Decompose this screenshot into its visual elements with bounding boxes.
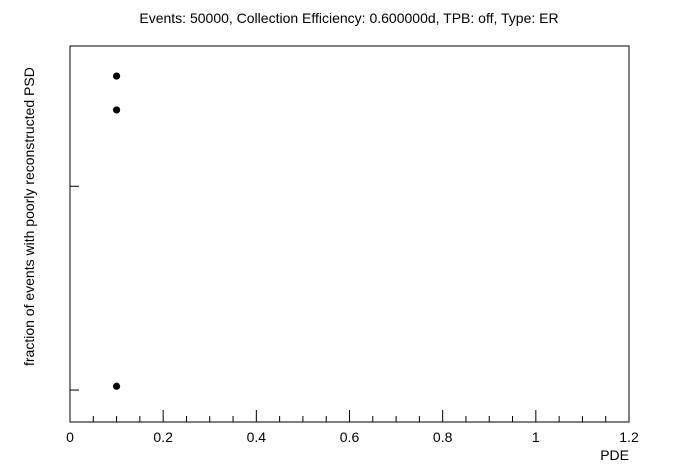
x-axis-tick-labels: 0 0.2 0.4 0.6 0.8 1 1.2 xyxy=(66,429,639,445)
data-point xyxy=(112,106,121,114)
x-tick-label: 0.4 xyxy=(247,429,267,445)
chart-title: Events: 50000, Collection Efficiency: 0.… xyxy=(139,10,558,26)
x-tick-label: 0.8 xyxy=(433,429,453,445)
x-tick-label: 0.6 xyxy=(340,429,360,445)
x-tick-label: 1.2 xyxy=(619,429,639,445)
plot-frame xyxy=(69,45,630,423)
data-points xyxy=(112,72,121,390)
y-axis-ticks xyxy=(70,185,79,391)
x-tick-label: 0.2 xyxy=(153,429,173,445)
data-point xyxy=(112,72,121,80)
y-axis-title: fraction of events with poorly reconstru… xyxy=(21,67,37,366)
x-tick-label: 1 xyxy=(532,429,540,445)
x-tick-label: 0 xyxy=(66,429,74,445)
x-axis-ticks xyxy=(69,410,630,422)
x-axis-title: PDE xyxy=(600,447,629,463)
data-point xyxy=(112,382,121,390)
